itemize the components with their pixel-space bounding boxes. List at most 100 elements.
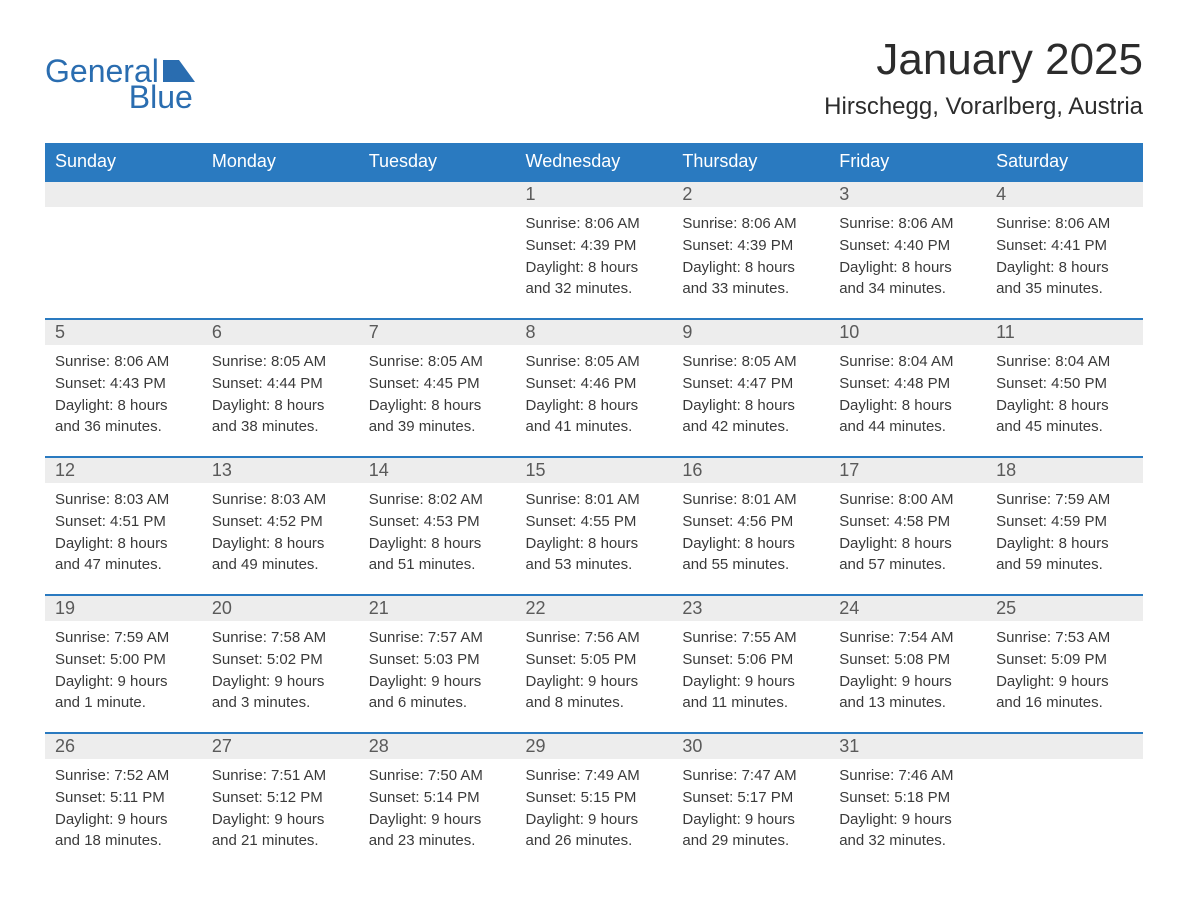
day-number: 6 xyxy=(202,320,359,345)
day-number-cell: 5 xyxy=(45,319,202,345)
day-content-cell: Sunrise: 8:06 AMSunset: 4:41 PMDaylight:… xyxy=(986,207,1143,319)
calendar-body: 1234Sunrise: 8:06 AMSunset: 4:39 PMDayli… xyxy=(45,181,1143,870)
day-number: 20 xyxy=(202,596,359,621)
day-number-cell: 11 xyxy=(986,319,1143,345)
sunset-text: Sunset: 4:55 PM xyxy=(526,511,663,533)
day-number: 9 xyxy=(672,320,829,345)
day-content: Sunrise: 7:57 AMSunset: 5:03 PMDaylight:… xyxy=(359,621,516,732)
sunrise-text: Sunrise: 7:51 AM xyxy=(212,765,349,787)
day-content-cell: Sunrise: 7:53 AMSunset: 5:09 PMDaylight:… xyxy=(986,621,1143,733)
daylight-text-1: Daylight: 8 hours xyxy=(55,533,192,555)
sunrise-text: Sunrise: 8:06 AM xyxy=(839,213,976,235)
day-number-cell: 8 xyxy=(516,319,673,345)
day-number: 3 xyxy=(829,182,986,207)
day-number-cell: 10 xyxy=(829,319,986,345)
day-content: Sunrise: 7:54 AMSunset: 5:08 PMDaylight:… xyxy=(829,621,986,732)
day-header-thursday: Thursday xyxy=(672,143,829,181)
daylight-text-2: and 34 minutes. xyxy=(839,278,976,300)
day-content: Sunrise: 8:05 AMSunset: 4:45 PMDaylight:… xyxy=(359,345,516,456)
daylight-text-2: and 42 minutes. xyxy=(682,416,819,438)
sunrise-text: Sunrise: 8:05 AM xyxy=(526,351,663,373)
sunset-text: Sunset: 4:39 PM xyxy=(526,235,663,257)
empty-day-number xyxy=(202,184,359,206)
day-content: Sunrise: 7:52 AMSunset: 5:11 PMDaylight:… xyxy=(45,759,202,870)
day-number: 19 xyxy=(45,596,202,621)
daylight-text-1: Daylight: 8 hours xyxy=(996,533,1133,555)
day-content-cell: Sunrise: 8:06 AMSunset: 4:40 PMDaylight:… xyxy=(829,207,986,319)
empty-day-number xyxy=(359,184,516,206)
day-number-cell: 29 xyxy=(516,733,673,759)
sunset-text: Sunset: 4:46 PM xyxy=(526,373,663,395)
sunrise-text: Sunrise: 8:01 AM xyxy=(526,489,663,511)
sunset-text: Sunset: 5:12 PM xyxy=(212,787,349,809)
sunrise-text: Sunrise: 8:04 AM xyxy=(996,351,1133,373)
sunset-text: Sunset: 4:45 PM xyxy=(369,373,506,395)
daylight-text-2: and 6 minutes. xyxy=(369,692,506,714)
day-content: Sunrise: 7:58 AMSunset: 5:02 PMDaylight:… xyxy=(202,621,359,732)
day-content: Sunrise: 8:06 AMSunset: 4:40 PMDaylight:… xyxy=(829,207,986,318)
day-header-saturday: Saturday xyxy=(986,143,1143,181)
day-number: 13 xyxy=(202,458,359,483)
daylight-text-1: Daylight: 9 hours xyxy=(682,809,819,831)
day-number: 29 xyxy=(516,734,673,759)
daylight-text-2: and 13 minutes. xyxy=(839,692,976,714)
day-number: 31 xyxy=(829,734,986,759)
sunrise-text: Sunrise: 7:56 AM xyxy=(526,627,663,649)
day-content-cell: Sunrise: 8:00 AMSunset: 4:58 PMDaylight:… xyxy=(829,483,986,595)
day-number-cell: 19 xyxy=(45,595,202,621)
day-content-cell: Sunrise: 7:56 AMSunset: 5:05 PMDaylight:… xyxy=(516,621,673,733)
day-number: 12 xyxy=(45,458,202,483)
daylight-text-1: Daylight: 8 hours xyxy=(212,395,349,417)
sunrise-text: Sunrise: 7:59 AM xyxy=(55,627,192,649)
day-content-cell xyxy=(202,207,359,319)
day-content: Sunrise: 8:05 AMSunset: 4:46 PMDaylight:… xyxy=(516,345,673,456)
day-content-cell: Sunrise: 7:52 AMSunset: 5:11 PMDaylight:… xyxy=(45,759,202,870)
day-number: 25 xyxy=(986,596,1143,621)
day-number: 1 xyxy=(516,182,673,207)
day-header-tuesday: Tuesday xyxy=(359,143,516,181)
daylight-text-1: Daylight: 9 hours xyxy=(55,809,192,831)
sunset-text: Sunset: 5:06 PM xyxy=(682,649,819,671)
day-content: Sunrise: 7:51 AMSunset: 5:12 PMDaylight:… xyxy=(202,759,359,870)
sunset-text: Sunset: 5:14 PM xyxy=(369,787,506,809)
title-section: January 2025 Hirschegg, Vorarlberg, Aust… xyxy=(824,35,1143,133)
day-content-cell: Sunrise: 8:05 AMSunset: 4:45 PMDaylight:… xyxy=(359,345,516,457)
day-number: 22 xyxy=(516,596,673,621)
day-content-cell: Sunrise: 8:04 AMSunset: 4:48 PMDaylight:… xyxy=(829,345,986,457)
daylight-text-2: and 49 minutes. xyxy=(212,554,349,576)
daylight-text-1: Daylight: 9 hours xyxy=(526,809,663,831)
day-content: Sunrise: 8:04 AMSunset: 4:48 PMDaylight:… xyxy=(829,345,986,456)
day-header-wednesday: Wednesday xyxy=(516,143,673,181)
daylight-text-1: Daylight: 9 hours xyxy=(212,671,349,693)
day-content: Sunrise: 8:03 AMSunset: 4:52 PMDaylight:… xyxy=(202,483,359,594)
day-number: 27 xyxy=(202,734,359,759)
day-number: 15 xyxy=(516,458,673,483)
sunset-text: Sunset: 5:00 PM xyxy=(55,649,192,671)
day-content: Sunrise: 8:05 AMSunset: 4:47 PMDaylight:… xyxy=(672,345,829,456)
day-content-cell: Sunrise: 7:49 AMSunset: 5:15 PMDaylight:… xyxy=(516,759,673,870)
day-number: 2 xyxy=(672,182,829,207)
week-content-row: Sunrise: 8:03 AMSunset: 4:51 PMDaylight:… xyxy=(45,483,1143,595)
day-content: Sunrise: 8:05 AMSunset: 4:44 PMDaylight:… xyxy=(202,345,359,456)
day-number: 18 xyxy=(986,458,1143,483)
day-content-cell: Sunrise: 8:06 AMSunset: 4:39 PMDaylight:… xyxy=(672,207,829,319)
daylight-text-2: and 39 minutes. xyxy=(369,416,506,438)
day-content-cell: Sunrise: 8:03 AMSunset: 4:52 PMDaylight:… xyxy=(202,483,359,595)
day-number-cell xyxy=(986,733,1143,759)
day-content: Sunrise: 7:47 AMSunset: 5:17 PMDaylight:… xyxy=(672,759,829,870)
day-number-cell: 26 xyxy=(45,733,202,759)
sunset-text: Sunset: 5:18 PM xyxy=(839,787,976,809)
daylight-text-1: Daylight: 9 hours xyxy=(212,809,349,831)
daylight-text-2: and 33 minutes. xyxy=(682,278,819,300)
sunset-text: Sunset: 4:50 PM xyxy=(996,373,1133,395)
daylight-text-2: and 16 minutes. xyxy=(996,692,1133,714)
day-content-cell: Sunrise: 7:54 AMSunset: 5:08 PMDaylight:… xyxy=(829,621,986,733)
week-number-row: 262728293031 xyxy=(45,733,1143,759)
sunset-text: Sunset: 5:17 PM xyxy=(682,787,819,809)
sunset-text: Sunset: 4:41 PM xyxy=(996,235,1133,257)
daylight-text-2: and 1 minute. xyxy=(55,692,192,714)
day-number-cell: 25 xyxy=(986,595,1143,621)
day-number-cell: 31 xyxy=(829,733,986,759)
sunset-text: Sunset: 5:09 PM xyxy=(996,649,1133,671)
week-number-row: 567891011 xyxy=(45,319,1143,345)
